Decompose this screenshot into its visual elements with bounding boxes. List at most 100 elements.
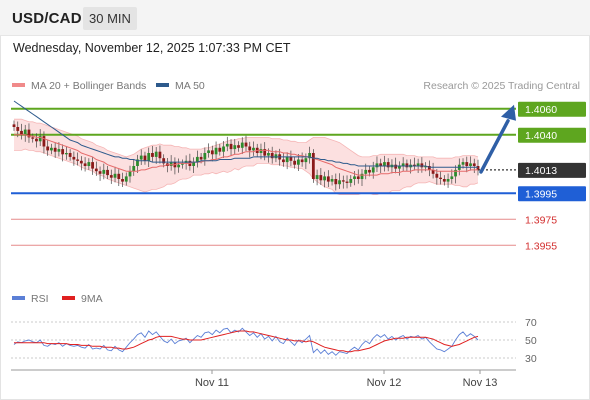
candle-body <box>308 153 312 159</box>
level-label-resistance-1: 1.4040 <box>525 130 557 142</box>
timeframe-button[interactable]: 30 MIN <box>83 7 137 30</box>
rsi-tick-30: 30 <box>525 353 537 365</box>
bollinger-band-fill <box>14 119 478 195</box>
candle-body <box>461 162 465 165</box>
candle-body <box>244 142 248 147</box>
projection-arrow-head <box>501 104 516 121</box>
candle-body <box>195 156 199 163</box>
candle-body <box>210 150 214 155</box>
candle-body <box>442 179 446 182</box>
symbol-title: USD/CAD <box>12 10 82 27</box>
level-tag-resistance-1 <box>518 127 586 143</box>
candle-body <box>225 143 229 147</box>
candle-body <box>50 147 53 151</box>
candle-body <box>128 171 132 177</box>
candle-body <box>233 145 237 150</box>
legend-ma50-swatch <box>156 83 169 88</box>
candle-body <box>132 166 136 172</box>
candle-body <box>139 155 143 160</box>
candle-body <box>147 153 151 161</box>
candle-body <box>345 181 349 183</box>
legend-rsi-swatch <box>12 296 25 301</box>
candle-body <box>199 156 203 160</box>
candle-body <box>356 176 360 179</box>
candle-body <box>360 173 364 179</box>
candle-body <box>371 167 375 173</box>
candle-body <box>349 179 353 183</box>
candle-body <box>83 163 87 166</box>
candle-body <box>121 179 124 182</box>
candle-body <box>300 159 304 163</box>
legend-ma50: MA 50 <box>156 80 205 92</box>
candle-body <box>218 147 222 152</box>
bollinger-lower-line <box>14 148 479 196</box>
last-price-tag <box>518 162 586 178</box>
legend-9ma: 9MA <box>62 293 103 305</box>
candle-body <box>124 176 128 182</box>
legend-9ma-swatch <box>62 296 75 301</box>
candle-body <box>27 129 31 138</box>
candle-body <box>472 163 476 166</box>
candle-body <box>113 173 117 178</box>
candle-body <box>439 177 442 179</box>
candle-body <box>289 156 293 161</box>
x-tick-label: Nov 13 <box>463 377 498 389</box>
candle-body <box>35 138 38 142</box>
level-label-resistance-2: 1.4060 <box>525 104 557 116</box>
candle-body <box>476 166 480 170</box>
rsi-tick-50: 50 <box>525 335 537 347</box>
candle-body <box>72 156 76 160</box>
candle-body <box>450 176 454 179</box>
candle-body <box>76 159 80 161</box>
ma20-line <box>14 134 478 176</box>
candle-body <box>248 146 252 151</box>
x-tick-label: Nov 11 <box>195 377 229 389</box>
ma50-line <box>13 100 478 168</box>
candle-body <box>222 146 225 152</box>
candle-body <box>23 129 27 135</box>
candle-body <box>180 163 184 165</box>
candle-body <box>229 143 233 150</box>
candle-body <box>207 150 210 153</box>
legend-ma20-swatch <box>12 83 25 88</box>
chart-header: USD/CAD 30 MIN <box>0 0 590 36</box>
candle-body <box>405 163 409 168</box>
candle-body <box>416 163 420 166</box>
candle-body <box>42 136 46 147</box>
candle-body <box>259 149 263 153</box>
legend-rsi: RSI <box>12 293 49 305</box>
candle-body <box>61 149 65 155</box>
last-price-label: 1.4013 <box>525 165 557 177</box>
candle-body <box>57 149 61 152</box>
candle-body <box>270 153 274 159</box>
candle-body <box>386 162 390 168</box>
candle-body <box>102 169 106 174</box>
candle-body <box>435 173 439 178</box>
legend-9ma-label: 9MA <box>81 293 103 305</box>
candle-body <box>177 164 181 168</box>
candle-body <box>98 171 102 174</box>
candle-body <box>53 147 57 152</box>
rsi-9ma-line <box>14 330 479 353</box>
candle-body <box>68 153 72 157</box>
candle-body <box>401 163 405 166</box>
candle-body <box>330 179 334 182</box>
candle-body <box>162 158 166 164</box>
candle-body <box>38 136 42 142</box>
candle-body <box>285 156 289 163</box>
candle-body <box>252 147 255 151</box>
candle-body <box>143 155 147 161</box>
candle-body <box>154 151 158 157</box>
candle-body <box>469 163 472 166</box>
level-tag-resistance-2 <box>518 101 586 117</box>
candle-body <box>364 169 368 174</box>
candle-body <box>151 153 154 157</box>
candle-body <box>334 179 338 185</box>
candle-body <box>424 166 428 168</box>
candle-body <box>31 137 35 139</box>
chart-datetime: Wednesday, November 12, 2025 1:07:33 PM … <box>13 41 291 55</box>
candle-body <box>87 162 91 166</box>
legend-ma50-label: MA 50 <box>175 80 205 92</box>
research-credit: Research © 2025 Trading Central <box>423 80 580 92</box>
